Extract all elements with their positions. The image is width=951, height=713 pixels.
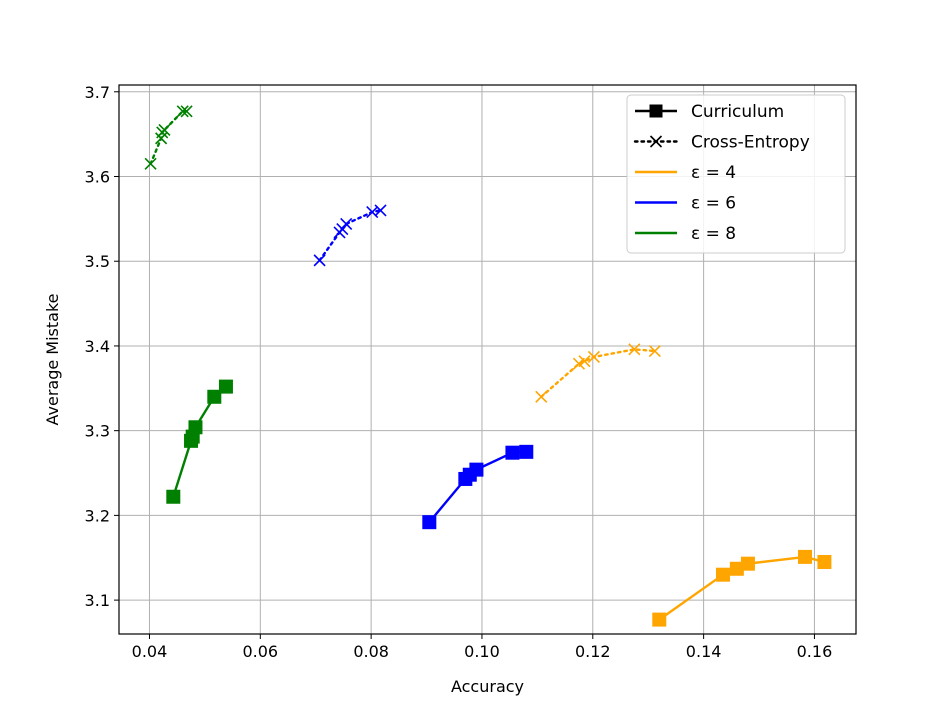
y-tick-label: 3.3 (85, 422, 110, 441)
data-point-cross-entropy-eps6 (313, 254, 326, 267)
data-point-curriculum-eps4 (716, 567, 731, 582)
x-axis-label: Accuracy (451, 677, 524, 696)
data-point-curriculum-eps4 (817, 554, 832, 569)
series-line-cross-entropy-eps4 (540, 348, 657, 398)
legend: Curriculum Cross-Entropy ε = 4 ε = 6 ε = 8 (626, 94, 846, 254)
legend-swatch-marker (649, 104, 663, 118)
x-tick-label: 0.12 (575, 642, 611, 661)
data-point-curriculum-eps8 (218, 379, 233, 394)
data-point-cross-entropy-eps4 (578, 355, 591, 368)
legend-item: Curriculum (635, 102, 784, 122)
legend-item: ε = 8 (635, 224, 736, 244)
data-point-curriculum-eps8 (188, 420, 203, 435)
data-point-curriculum-eps8 (207, 389, 222, 404)
data-point-cross-entropy-eps8 (176, 105, 189, 118)
series-line-cross-entropy-eps8 (149, 110, 188, 165)
x-tick-label: 0.14 (686, 642, 722, 661)
data-point-cross-entropy-eps6 (374, 204, 387, 217)
y-axis-label: Average Mistake (43, 294, 62, 426)
x-tick-label: 0.04 (132, 642, 168, 661)
y-tick-label: 3.7 (85, 83, 110, 102)
legend-swatch-marker (649, 135, 663, 148)
data-point-cross-entropy-eps6 (336, 222, 349, 236)
legend-label: ε = 8 (691, 224, 736, 244)
data-point-curriculum-eps6 (519, 444, 534, 459)
series-curriculum-eps6 (422, 444, 534, 530)
x-tick-label: 0.16 (797, 642, 833, 661)
y-tick-label: 3.1 (85, 591, 110, 610)
data-point-curriculum-eps8 (166, 489, 181, 504)
series-cross-entropy-eps4 (535, 343, 661, 403)
series-cross-entropy-eps8 (144, 105, 193, 170)
series-curriculum-eps8 (166, 379, 233, 504)
legend-label: ε = 4 (691, 163, 736, 183)
legend-label: Cross-Entropy (691, 133, 810, 153)
legend-item: ε = 6 (635, 194, 736, 214)
data-point-curriculum-eps4 (652, 612, 667, 627)
data-point-cross-entropy-eps4 (628, 343, 641, 356)
axis-ticks: 0.04 0.06 0.08 0.10 0.12 0.14 0.16 3.1 3.2 3.3 3.4… (85, 83, 833, 661)
x-tick-label: 0.10 (464, 642, 500, 661)
data-point-curriculum-eps6 (505, 445, 520, 460)
series-layer (144, 105, 832, 627)
y-tick-label: 3.4 (85, 337, 110, 356)
series-line-curriculum-eps6 (428, 450, 527, 523)
legend-label: Curriculum (691, 102, 784, 122)
y-tick-label: 3.5 (85, 252, 110, 271)
legend-item: Cross-Entropy (633, 133, 810, 153)
data-point-cross-entropy-eps6 (340, 217, 353, 231)
data-point-cross-entropy-eps4 (587, 350, 600, 364)
data-point-cross-entropy-eps8 (158, 123, 171, 136)
legend-label: ε = 6 (691, 194, 736, 214)
series-cross-entropy-eps6 (313, 204, 387, 267)
legend-box (626, 94, 846, 254)
data-point-cross-entropy-eps4 (648, 344, 661, 358)
plot-frame (118, 84, 857, 635)
x-tick-label: 0.08 (353, 642, 389, 661)
y-tick-label: 3.2 (85, 506, 110, 525)
data-point-cross-entropy-eps8 (180, 105, 193, 118)
series-curriculum-eps4 (652, 549, 832, 627)
x-tick-label: 0.06 (242, 642, 278, 661)
y-tick-label: 3.6 (85, 168, 110, 187)
data-point-curriculum-eps6 (469, 462, 484, 477)
legend-item: ε = 4 (635, 163, 736, 183)
data-point-curriculum-eps4 (798, 549, 813, 564)
data-point-cross-entropy-eps8 (144, 157, 157, 170)
data-point-curriculum-eps4 (740, 556, 755, 571)
data-point-curriculum-eps6 (422, 515, 437, 530)
data-point-cross-entropy-eps4 (535, 390, 548, 403)
